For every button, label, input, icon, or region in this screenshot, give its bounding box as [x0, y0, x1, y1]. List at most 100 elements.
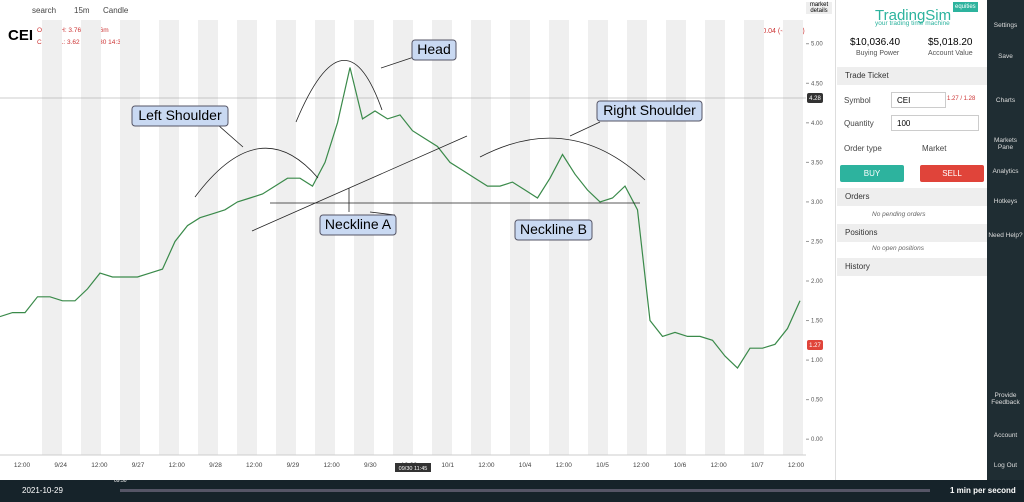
- market-details[interactable]: market details: [806, 2, 832, 14]
- y-tick-label: 4.50: [811, 81, 823, 87]
- positions-header[interactable]: Positions: [837, 224, 987, 242]
- price-tag-label: 1.27: [809, 343, 821, 349]
- buy-button[interactable]: BUY: [840, 165, 904, 182]
- order-type[interactable]: Market: [922, 144, 947, 153]
- history-header[interactable]: History: [837, 258, 987, 276]
- speed[interactable]: 1 min per second: [950, 486, 1016, 495]
- x-tick-label: 10/7: [751, 462, 764, 469]
- x-tick-label: 9/28: [209, 462, 222, 469]
- ohlc: C: 3.63 L: 3.62 D: 09-30 14:30: [37, 39, 125, 46]
- date[interactable]: 2021-10-29: [22, 486, 63, 495]
- price-axis: [806, 20, 836, 455]
- session-band: [120, 20, 140, 455]
- session-band: [393, 20, 413, 455]
- x-tick-label: 9/30: [364, 462, 377, 469]
- sidebar-item[interactable]: Log Out: [993, 462, 1018, 469]
- time: 09:30: [114, 478, 127, 484]
- y-tick-label: 3.50: [811, 160, 823, 166]
- empty: No pending orders: [872, 211, 926, 218]
- sidebar-item[interactable]: Hotkeys: [993, 198, 1018, 205]
- x-tick-label: 12:00: [246, 462, 263, 469]
- session-band: [627, 20, 647, 455]
- x-tick-label: 12:00: [788, 462, 805, 469]
- callout: [411, 39, 457, 61]
- session-band: [705, 20, 725, 455]
- drawing: [194, 147, 319, 198]
- scrubber[interactable]: [120, 489, 930, 492]
- label: Account Value: [928, 50, 973, 57]
- sidebar-item[interactable]: Need Help?: [988, 232, 1023, 239]
- y-tick-label: 2.00: [811, 279, 823, 285]
- orders-header[interactable]: Orders: [837, 188, 987, 206]
- x-tick-label: 12:00: [323, 462, 340, 469]
- x-tick-label: 12:00: [169, 462, 186, 469]
- drawing: [295, 60, 383, 123]
- chart-style[interactable]: Candle: [103, 6, 129, 15]
- sidebar: [987, 0, 1024, 480]
- annotation: Head: [417, 41, 450, 57]
- sidebar-item[interactable]: Account: [993, 432, 1018, 439]
- crosshair-label: 09/30 11:45: [399, 466, 428, 472]
- session-band: [471, 20, 491, 455]
- brand: TradingSim: [875, 7, 952, 24]
- sidebar-item[interactable]: Markets Pane: [993, 137, 1018, 151]
- annotation: Neckline B: [520, 221, 587, 237]
- x-tick-label: 12:00: [91, 462, 108, 469]
- quantity-input[interactable]: 100: [891, 115, 979, 131]
- x-tick-label: 10/6: [674, 462, 687, 469]
- session-band: [666, 20, 686, 455]
- sidebar-item[interactable]: Charts: [995, 97, 1016, 104]
- x-tick-label: 10/4: [519, 462, 532, 469]
- y-tick-label: 4.00: [811, 121, 823, 127]
- y-tick-label: 0.00: [811, 437, 823, 443]
- sidebar-item[interactable]: Save: [998, 53, 1013, 60]
- callout: [596, 100, 703, 122]
- price-line: [0, 67, 801, 369]
- search[interactable]: search: [32, 6, 57, 15]
- ohlc: O: 3.75 H: 3.76 V: 9.56m: [37, 27, 109, 34]
- trade-ticket-header[interactable]: Trade Ticket: [837, 67, 987, 85]
- sell-button[interactable]: SELL: [920, 165, 984, 182]
- session-band: [237, 20, 257, 455]
- session-band: [81, 20, 101, 455]
- crosshair-tag: [395, 463, 431, 472]
- session-band: [276, 20, 296, 455]
- session-band: [354, 20, 374, 455]
- x-tick-label: 12:00: [478, 462, 495, 469]
- x-tick-label: 9/27: [132, 462, 145, 469]
- drawing: [479, 137, 646, 181]
- annotation: Left Shoulder: [138, 107, 222, 123]
- session-band: [744, 20, 764, 455]
- drawing: [251, 135, 468, 232]
- tagline: your trading time machine: [875, 20, 950, 27]
- callout: [319, 214, 397, 236]
- label: Order type: [844, 144, 882, 153]
- label: Buying Power: [856, 50, 900, 57]
- x-tick-label: 10/5: [596, 462, 609, 469]
- y-tick-label: 1.00: [811, 358, 823, 364]
- x-tick-label: 12:00: [633, 462, 650, 469]
- y-tick-label: 5.00: [811, 42, 823, 48]
- x-tick-label: 10/1: [441, 462, 454, 469]
- badge: equities: [953, 2, 978, 12]
- label: Symbol: [844, 96, 871, 105]
- x-tick-label: 12:00: [710, 462, 727, 469]
- callout: [514, 219, 593, 241]
- y-tick-label: 1.50: [811, 319, 823, 325]
- x-tick-label: 12:00: [14, 462, 31, 469]
- sidebar-item[interactable]: Analytics: [992, 168, 1019, 175]
- empty: No open positions: [872, 245, 925, 252]
- session-band: [432, 20, 452, 455]
- sidebar-item[interactable]: Provide Feedback: [991, 392, 1020, 406]
- symbol-input[interactable]: CEI: [891, 92, 946, 108]
- change: -0.04 (-3.01%): [760, 28, 805, 35]
- sidebar-item[interactable]: Settings: [993, 22, 1018, 29]
- y-tick-label: 2.50: [811, 239, 823, 245]
- annotation: Right Shoulder: [603, 102, 696, 118]
- price-chart: 0.00 0.50 1.00 1.50 2.00 2.50 3.00 3.50 4.00 4.50…: [0, 20, 836, 472]
- interval[interactable]: 15m: [74, 6, 90, 15]
- callout: [131, 105, 229, 127]
- y-tick-label: 3.00: [811, 200, 823, 206]
- quote: 1.27 / 1.28: [947, 96, 976, 102]
